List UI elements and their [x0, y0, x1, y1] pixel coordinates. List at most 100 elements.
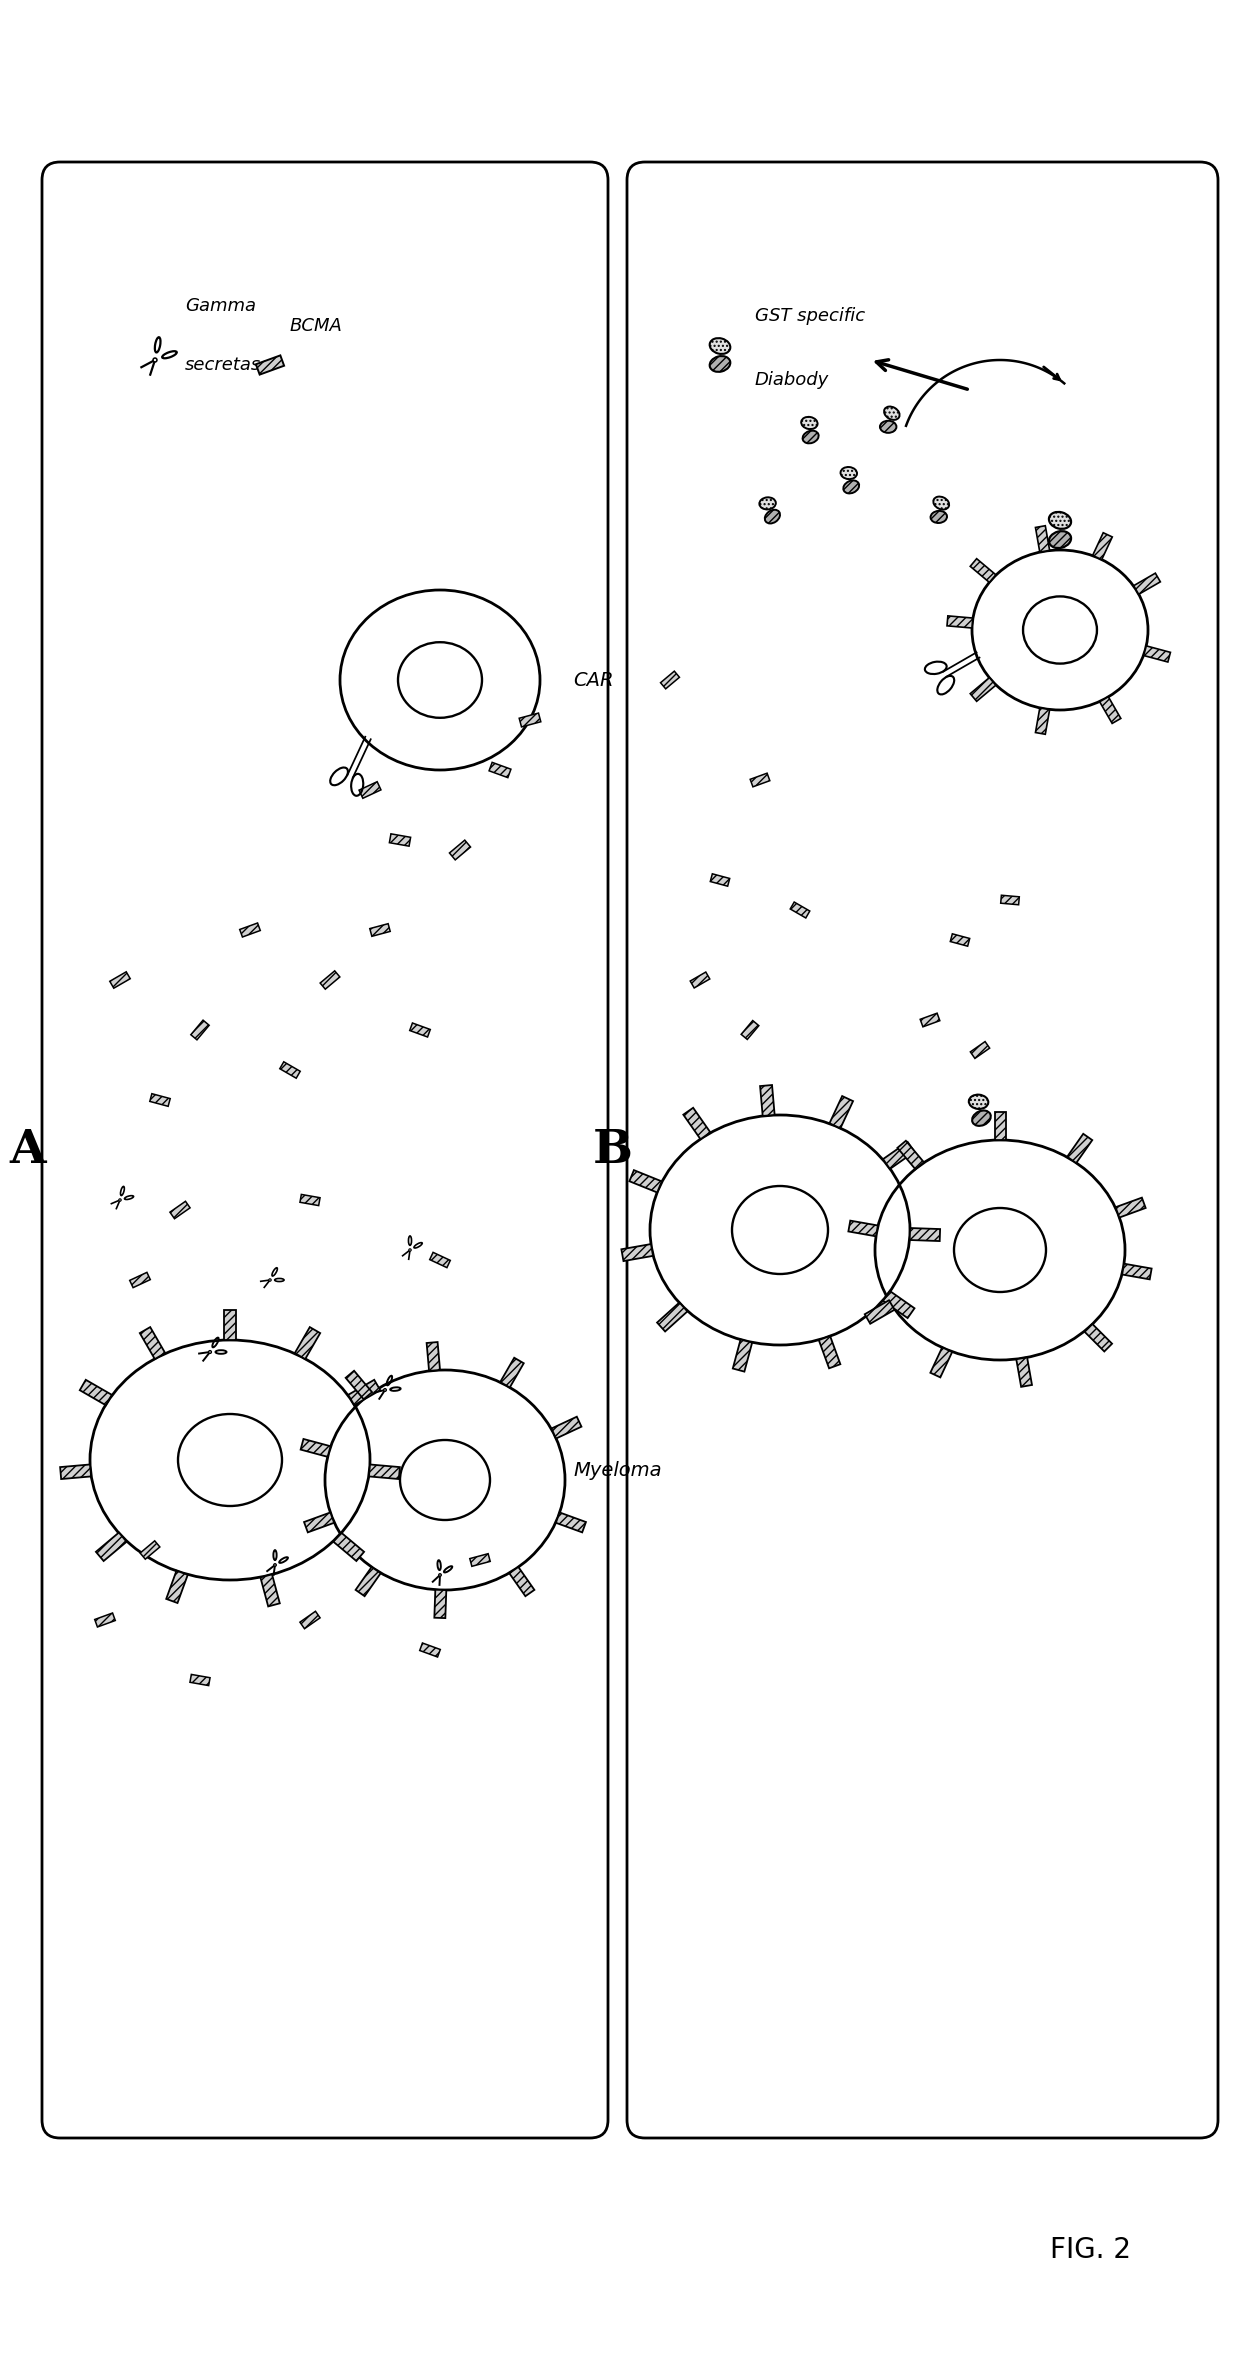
Polygon shape: [790, 902, 810, 919]
Polygon shape: [140, 1540, 160, 1559]
Polygon shape: [848, 1221, 878, 1235]
Text: BCMA: BCMA: [290, 317, 343, 336]
Circle shape: [208, 1349, 211, 1354]
Polygon shape: [1035, 526, 1049, 552]
Polygon shape: [300, 1611, 320, 1628]
Polygon shape: [434, 1590, 446, 1618]
Polygon shape: [304, 1511, 334, 1533]
Polygon shape: [661, 671, 680, 688]
Polygon shape: [280, 1061, 300, 1078]
Polygon shape: [1122, 1264, 1152, 1280]
Polygon shape: [970, 559, 996, 583]
Polygon shape: [190, 1676, 210, 1685]
Ellipse shape: [884, 407, 899, 419]
Polygon shape: [166, 1571, 187, 1604]
Circle shape: [409, 1250, 412, 1252]
Polygon shape: [830, 1097, 853, 1128]
Polygon shape: [950, 933, 970, 947]
Ellipse shape: [841, 466, 857, 478]
Text: CAR: CAR: [573, 671, 614, 690]
Polygon shape: [334, 1533, 365, 1561]
Ellipse shape: [1049, 512, 1071, 528]
Polygon shape: [300, 1440, 331, 1457]
Ellipse shape: [930, 512, 947, 524]
Circle shape: [274, 1564, 277, 1566]
Polygon shape: [1068, 1133, 1092, 1164]
Ellipse shape: [765, 509, 780, 524]
Polygon shape: [920, 1014, 940, 1026]
Polygon shape: [1001, 895, 1019, 904]
Polygon shape: [320, 971, 340, 990]
Polygon shape: [300, 1195, 320, 1207]
Polygon shape: [295, 1328, 320, 1359]
Polygon shape: [1100, 697, 1121, 724]
Polygon shape: [1133, 574, 1161, 595]
Ellipse shape: [880, 421, 897, 433]
Polygon shape: [409, 1023, 430, 1038]
Polygon shape: [370, 923, 391, 935]
Polygon shape: [389, 833, 410, 847]
Polygon shape: [130, 1273, 150, 1288]
Circle shape: [439, 1573, 441, 1576]
Polygon shape: [864, 1299, 894, 1323]
Polygon shape: [489, 762, 511, 778]
Polygon shape: [970, 678, 996, 702]
Polygon shape: [79, 1380, 112, 1404]
Polygon shape: [140, 1328, 165, 1359]
Polygon shape: [750, 774, 770, 788]
Ellipse shape: [709, 338, 730, 355]
Ellipse shape: [843, 481, 859, 493]
Polygon shape: [910, 1228, 940, 1240]
Polygon shape: [1143, 645, 1171, 662]
Polygon shape: [510, 1566, 534, 1597]
Polygon shape: [360, 781, 381, 797]
Circle shape: [153, 357, 157, 362]
Ellipse shape: [972, 1111, 991, 1126]
Text: GST specific: GST specific: [755, 307, 866, 326]
Polygon shape: [552, 1416, 582, 1438]
Polygon shape: [691, 971, 709, 988]
Polygon shape: [898, 1140, 924, 1169]
Polygon shape: [556, 1511, 587, 1533]
Text: A: A: [10, 1128, 46, 1173]
Polygon shape: [657, 1302, 687, 1330]
Polygon shape: [621, 1245, 653, 1261]
Polygon shape: [260, 1573, 280, 1606]
Polygon shape: [430, 1252, 450, 1269]
Polygon shape: [1017, 1357, 1032, 1388]
Polygon shape: [1092, 533, 1112, 559]
Polygon shape: [95, 1533, 126, 1561]
Polygon shape: [883, 1290, 915, 1319]
Polygon shape: [500, 1357, 523, 1388]
Polygon shape: [520, 714, 541, 726]
Ellipse shape: [968, 1095, 988, 1109]
Polygon shape: [711, 873, 729, 885]
Text: FIG. 2: FIG. 2: [1049, 2235, 1131, 2263]
Text: Gamma: Gamma: [185, 298, 255, 314]
Polygon shape: [470, 1554, 490, 1566]
Polygon shape: [930, 1347, 952, 1378]
Polygon shape: [742, 1021, 759, 1040]
Polygon shape: [630, 1171, 662, 1192]
Polygon shape: [449, 840, 470, 859]
Polygon shape: [60, 1464, 91, 1478]
Polygon shape: [348, 1380, 381, 1404]
Polygon shape: [947, 616, 972, 628]
Ellipse shape: [759, 497, 776, 509]
Ellipse shape: [1049, 531, 1071, 547]
Text: Myeloma: Myeloma: [573, 1461, 662, 1480]
Text: secretase: secretase: [185, 357, 273, 374]
Polygon shape: [760, 1085, 775, 1116]
Polygon shape: [1085, 1323, 1112, 1352]
Polygon shape: [150, 1095, 170, 1107]
Polygon shape: [94, 1614, 115, 1628]
Ellipse shape: [934, 497, 949, 509]
Circle shape: [383, 1388, 387, 1392]
Polygon shape: [370, 1464, 399, 1478]
Polygon shape: [1035, 707, 1049, 735]
Polygon shape: [883, 1142, 915, 1169]
Text: B: B: [593, 1128, 632, 1173]
Polygon shape: [191, 1021, 210, 1040]
Ellipse shape: [801, 416, 817, 428]
Polygon shape: [971, 1042, 990, 1059]
